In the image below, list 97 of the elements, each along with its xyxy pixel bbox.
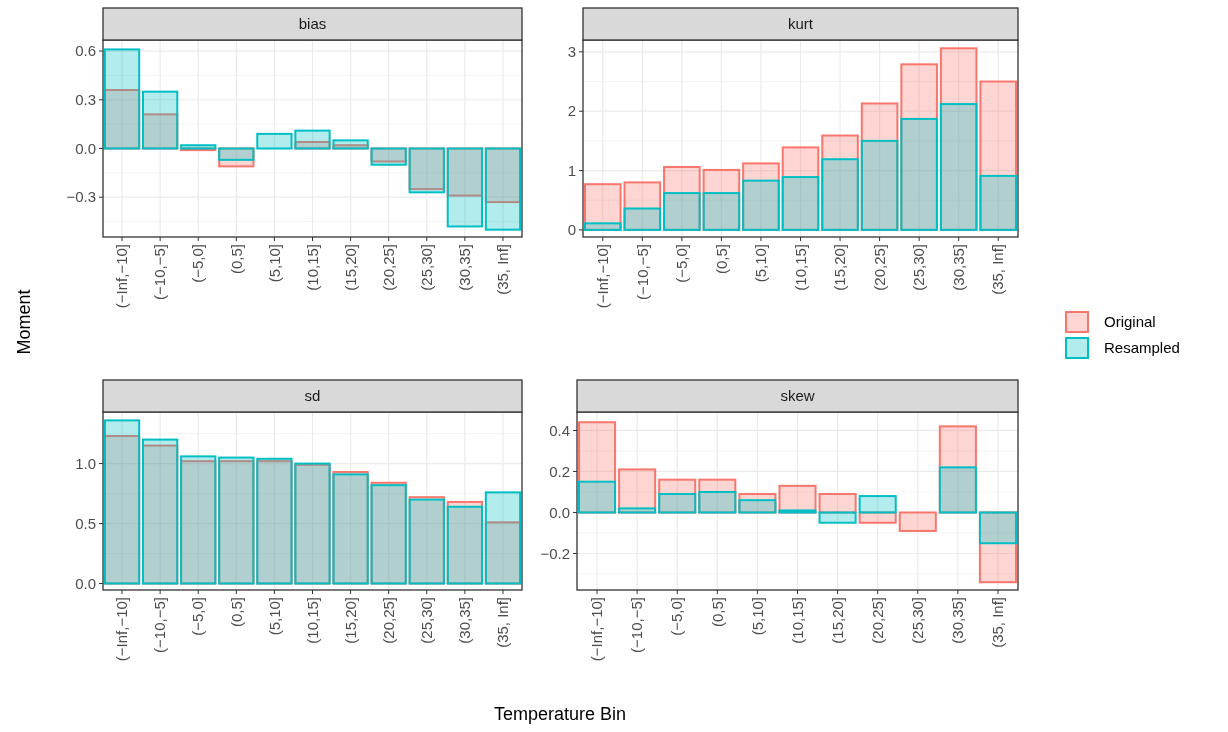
y-tick-label: 0.4 <box>549 421 570 439</box>
bar <box>294 129 331 150</box>
chart-title: bias <box>298 15 327 32</box>
x-tick-label: (−5,0] <box>189 244 207 283</box>
bar <box>332 139 369 150</box>
x-tick-label: (−10,−5] <box>628 597 646 653</box>
x-tick-label: (0,5] <box>227 244 245 275</box>
x-tick-label: (35, Inf] <box>494 597 512 648</box>
bar <box>484 491 522 585</box>
x-tick-label: (20,25] <box>379 597 397 644</box>
bar <box>658 493 697 514</box>
x-tick-label: (15,20] <box>341 244 359 291</box>
bar <box>446 147 483 228</box>
bar <box>702 192 741 231</box>
y-tick-label: 0.0 <box>75 139 96 157</box>
bar <box>858 511 897 524</box>
x-tick-label: (30,35] <box>949 244 967 291</box>
x-tick-label: (5,10] <box>752 244 770 283</box>
x-tick-label: (20,25] <box>379 244 397 291</box>
chart-title: sd <box>304 387 321 404</box>
bar <box>938 466 977 514</box>
x-tick-label: (35, Inf] <box>989 244 1007 295</box>
x-tick-label: (−5,0] <box>673 244 691 283</box>
bar <box>623 207 662 231</box>
bar <box>860 139 899 231</box>
bar <box>898 511 937 532</box>
x-tick-label: (35, Inf] <box>989 597 1007 648</box>
bar <box>103 48 141 150</box>
bar <box>742 179 780 231</box>
x-tick-label: (5,10] <box>265 597 283 636</box>
y-tick-label: 0.2 <box>549 462 570 480</box>
y-tick-label: 0.0 <box>549 503 570 521</box>
x-tick-label: (−10,−5] <box>151 244 169 300</box>
x-tick-label: (−Inf,−10] <box>588 597 606 662</box>
y-tick-label: 1 <box>567 161 576 179</box>
x-tick-label: (10,15] <box>303 244 321 291</box>
x-tick-label: (−Inf,−10] <box>113 597 131 662</box>
y-tick-label: 0.5 <box>75 514 96 532</box>
x-tick-label: (20,25] <box>870 244 888 291</box>
bar <box>821 158 859 231</box>
x-tick-label: (−5,0] <box>668 597 686 636</box>
y-tick-label: 0.6 <box>75 42 96 60</box>
legend-label: Resampled <box>1104 339 1180 357</box>
x-tick-label: (0,5] <box>227 597 245 628</box>
y-tick-label: 2 <box>567 102 576 120</box>
bar <box>583 222 622 231</box>
bar <box>939 103 978 231</box>
y-tick-label: 0.3 <box>75 91 96 109</box>
bar <box>618 507 657 514</box>
bar <box>256 132 293 150</box>
y-tick-label: 0.0 <box>75 574 96 592</box>
x-tick-label: (−10,−5] <box>151 597 169 653</box>
bar <box>979 174 1018 231</box>
x-tick-label: (20,25] <box>868 597 886 644</box>
x-tick-label: (15,20] <box>341 597 359 644</box>
chart-title: kurt <box>787 15 814 32</box>
x-tick-label: (25,30] <box>909 597 927 644</box>
x-tick-label: (15,20] <box>828 597 846 644</box>
bar <box>900 117 938 231</box>
bar <box>818 511 857 524</box>
y-tick-label: −0.3 <box>66 188 96 206</box>
x-tick-label: (−5,0] <box>189 597 207 636</box>
x-tick-label: (5,10] <box>265 244 283 283</box>
chart-title: skew <box>780 387 815 404</box>
y-tick-label: −0.2 <box>540 544 570 562</box>
legend-label: Original <box>1104 313 1156 331</box>
x-tick-label: (10,15] <box>788 597 806 644</box>
x-tick-label: (10,15] <box>303 597 321 644</box>
bar <box>858 495 897 514</box>
x-tick-label: (25,30] <box>910 244 928 291</box>
bar <box>663 192 701 231</box>
y-tick-label: 0 <box>567 221 576 239</box>
y-axis-title: Moment <box>14 289 34 355</box>
bar <box>484 147 522 231</box>
x-tick-label: (0,5] <box>708 597 726 628</box>
bar <box>578 480 617 514</box>
bar <box>978 511 1017 545</box>
x-tick-label: (15,20] <box>831 244 849 291</box>
y-tick-label: 3 <box>567 43 576 61</box>
x-tick-label: (5,10] <box>748 597 766 636</box>
x-tick-label: (30,35] <box>456 597 474 644</box>
x-tick-label: (−10,−5] <box>633 244 651 300</box>
bar <box>698 490 737 514</box>
x-axis-title: Temperature Bin <box>493 704 627 724</box>
bar <box>778 509 817 514</box>
x-tick-label: (−Inf,−10] <box>113 244 131 309</box>
x-tick-label: (0,5] <box>712 244 730 275</box>
x-tick-label: (25,30] <box>418 597 436 644</box>
x-tick-label: (30,35] <box>456 244 474 291</box>
y-tick-label: 1.0 <box>75 454 96 472</box>
x-tick-label: (35, Inf] <box>494 244 512 295</box>
bar <box>142 90 179 150</box>
x-tick-label: (25,30] <box>418 244 436 291</box>
x-tick-label: (10,15] <box>791 244 809 291</box>
bar <box>781 176 820 231</box>
x-tick-label: (30,35] <box>949 597 967 644</box>
x-tick-label: (−Inf,−10] <box>594 244 612 309</box>
